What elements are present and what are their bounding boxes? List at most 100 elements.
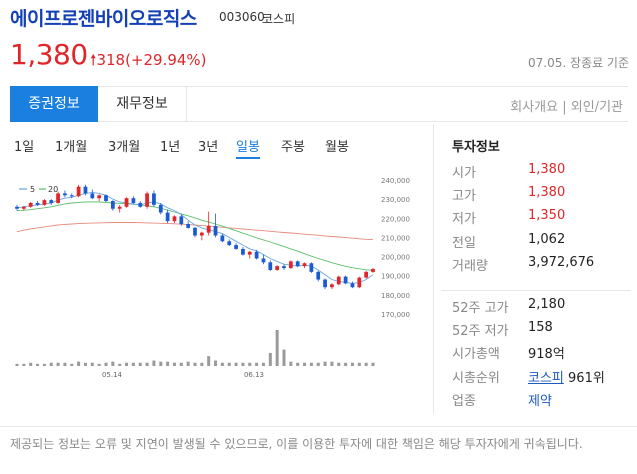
volume-bar: [364, 362, 368, 366]
period-1y[interactable]: 1년: [160, 140, 181, 155]
period-monthly[interactable]: 월봉: [325, 140, 349, 155]
volume-bar: [63, 362, 67, 366]
price-change-value: 318(+29.94%): [96, 51, 207, 69]
candle-body: [83, 186, 88, 194]
volume-bar: [36, 363, 40, 366]
volume-bar: [303, 362, 307, 366]
price-chart[interactable]: 5 20 05.14 06.13 240,000 230,000 220,000 21…: [0, 170, 425, 382]
volume-bar: [49, 362, 53, 366]
52w-high-value: 2,180: [528, 297, 566, 312]
volume-value: 3,972,676: [528, 255, 595, 270]
candle-body: [165, 212, 170, 222]
candle-body: [90, 193, 95, 199]
price-change: 🠕318(+29.94%): [90, 50, 207, 75]
cap-rank-market-link[interactable]: 코스피: [528, 371, 564, 386]
x-tick-label: 05.14: [102, 371, 123, 379]
investment-info-title: 투자정보: [452, 140, 500, 155]
candle-body: [69, 195, 74, 197]
volume-bar: [186, 361, 190, 366]
candle-body: [364, 271, 369, 278]
candle-body: [199, 232, 204, 236]
candle-body: [309, 263, 314, 272]
volume-bar: [282, 349, 286, 366]
y-tick-label: 240,000: [381, 177, 410, 185]
candle-body: [179, 216, 184, 225]
link-separator: |: [562, 100, 571, 115]
volume-bar: [371, 362, 375, 366]
legend-ma5-label: 5: [30, 185, 35, 194]
footer-divider: [0, 426, 637, 427]
volume-bar: [111, 361, 115, 366]
period-3y[interactable]: 3년: [198, 140, 219, 155]
volume-bar: [234, 362, 238, 366]
candle-body: [288, 261, 293, 269]
y-tick-label: 210,000: [381, 234, 410, 242]
candle-body: [371, 269, 375, 272]
volume-bar: [337, 362, 341, 366]
candle-body: [241, 248, 245, 255]
52w-low-value: 158: [528, 320, 553, 335]
candle-body: [145, 193, 149, 207]
stock-name: 에이프로젠바이오로직스: [10, 8, 197, 30]
period-daily[interactable]: 일봉: [236, 136, 260, 159]
chart-legend: 5 20: [19, 185, 58, 194]
volume-bar: [152, 360, 156, 366]
cap-rank-value: 코스피 961위: [528, 367, 605, 386]
volume-bar: [357, 362, 361, 366]
candle-body: [343, 276, 348, 284]
candle-body: [56, 193, 60, 203]
period-weekly[interactable]: 주봉: [281, 140, 305, 155]
open-value: 1,380: [528, 162, 566, 177]
candle-body: [323, 279, 327, 288]
candle-body: [110, 201, 115, 209]
panel-divider: [433, 124, 434, 414]
company-overview-link[interactable]: 회사개요: [510, 100, 559, 115]
candle-body: [172, 216, 177, 222]
candle-body: [206, 225, 211, 233]
candle-body: [295, 261, 300, 267]
volume-bar: [309, 362, 313, 366]
candle-body: [35, 202, 40, 205]
volume-bar: [214, 360, 218, 366]
candle-body: [15, 206, 19, 209]
volume-bar: [193, 362, 197, 366]
ma20-line: [16, 201, 374, 271]
industry-link[interactable]: 제약: [528, 394, 552, 409]
volume-bar: [261, 362, 265, 366]
candle-body: [152, 193, 156, 205]
period-1m[interactable]: 1개월: [55, 140, 88, 155]
market-cap-value: 918억: [528, 347, 565, 362]
tab-securities-info[interactable]: 증권정보: [10, 86, 98, 122]
period-3m[interactable]: 3개월: [108, 140, 141, 155]
foreign-institution-link[interactable]: 외인/기관: [570, 100, 623, 115]
candle-body: [330, 284, 334, 288]
candle-body: [302, 263, 307, 267]
tab-financial-info[interactable]: 재무정보: [98, 87, 187, 121]
volume-bar: [268, 352, 272, 366]
up-arrow-icon: 🠕: [90, 51, 97, 69]
candle-body: [213, 225, 218, 236]
low-value: 1,350: [528, 208, 566, 223]
y-tick-label: 170,000: [381, 311, 410, 319]
disclaimer-text: 제공되는 정보는 오류 및 지연이 발생될 수 있으므로, 이를 이용한 투자에…: [10, 437, 583, 451]
ma5-line: [16, 191, 374, 284]
volume-bar: [166, 361, 170, 366]
current-price: 1,380: [10, 38, 88, 71]
volume-bar: [145, 362, 149, 366]
volume-bar: [172, 362, 176, 366]
volume-bar: [207, 356, 211, 366]
y-tick-label: 200,000: [381, 254, 410, 262]
volume-bar: [42, 363, 46, 366]
volume-bar: [227, 362, 231, 366]
x-tick-label: 06.13: [244, 371, 264, 379]
period-1d[interactable]: 1일: [14, 140, 35, 155]
tab-bar: [10, 86, 628, 122]
open-label: 시가: [452, 166, 476, 181]
volume-bar: [220, 362, 224, 366]
candle-body: [336, 276, 341, 285]
volume-bar: [179, 362, 183, 366]
volume-bar: [70, 363, 74, 366]
candle-body: [138, 202, 143, 207]
cap-rank-label: 시총순위: [452, 371, 500, 386]
candle-body: [275, 266, 280, 270]
